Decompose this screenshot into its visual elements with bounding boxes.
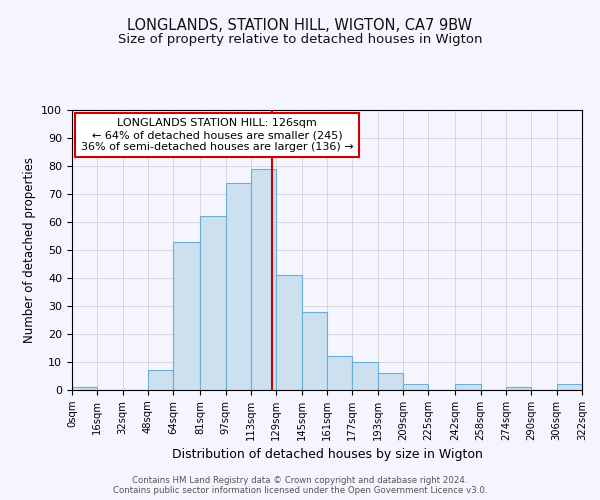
Bar [173,242,200,390]
Bar [455,384,481,390]
Text: Contains HM Land Registry data © Crown copyright and database right 2024.
Contai: Contains HM Land Registry data © Crown c… [113,476,487,495]
Text: LONGLANDS STATION HILL: 126sqm
← 64% of detached houses are smaller (245)
36% of: LONGLANDS STATION HILL: 126sqm ← 64% of … [81,118,353,152]
Bar [226,183,251,390]
Text: LONGLANDS, STATION HILL, WIGTON, CA7 9BW: LONGLANDS, STATION HILL, WIGTON, CA7 9BW [127,18,473,32]
Bar [277,275,302,390]
Bar [506,387,532,390]
Y-axis label: Number of detached properties: Number of detached properties [23,157,36,343]
Bar [72,387,97,390]
Bar [327,356,352,390]
Bar [200,216,226,390]
Bar [377,373,403,390]
Bar [352,362,377,390]
Bar [148,370,173,390]
Bar [251,169,277,390]
Bar [557,384,582,390]
Bar [403,384,428,390]
Text: Size of property relative to detached houses in Wigton: Size of property relative to detached ho… [118,32,482,46]
X-axis label: Distribution of detached houses by size in Wigton: Distribution of detached houses by size … [172,448,482,462]
Bar [302,312,327,390]
